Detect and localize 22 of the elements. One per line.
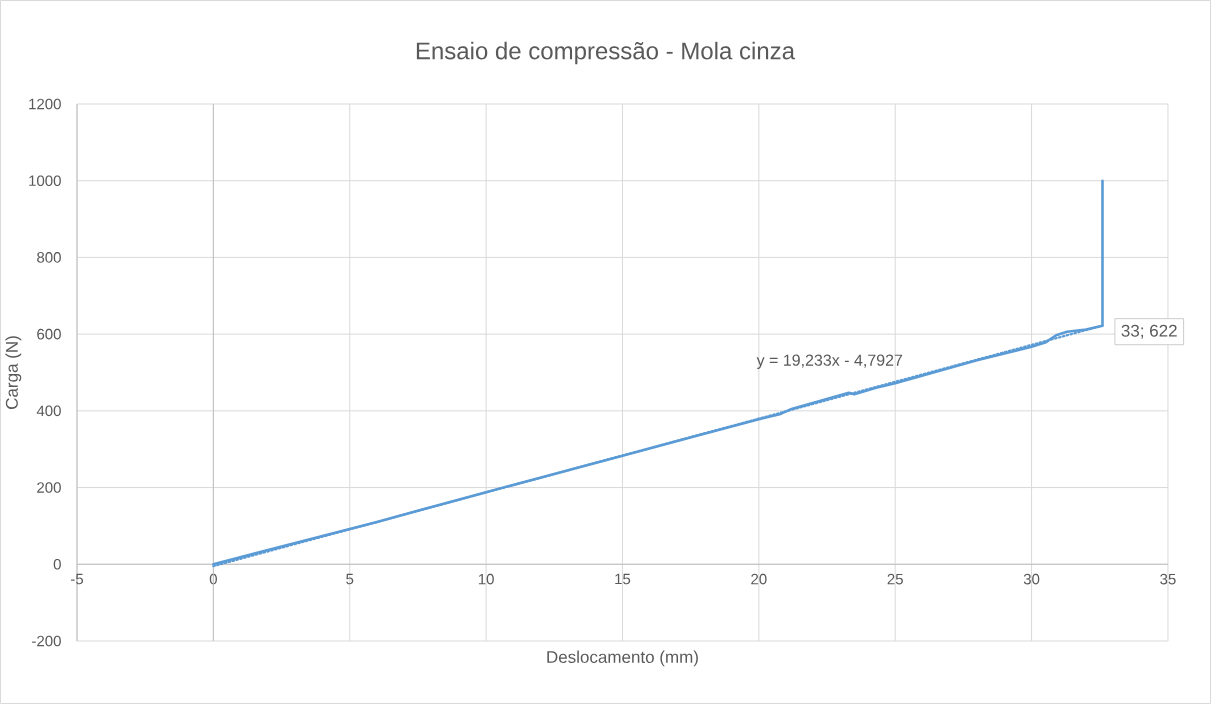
y-tick-label: 800: [37, 252, 61, 263]
x-tick-label: -5: [71, 573, 84, 585]
annotation: y = 19,233x - 4,7927: [756, 354, 903, 369]
x-tick-label: 25: [887, 573, 903, 585]
x-axis-title: Deslocamento (mm): [547, 650, 698, 667]
x-tick-label: 30: [1023, 573, 1040, 585]
chart-title: Ensaio de compressão - Mola cinza: [416, 41, 796, 65]
y-tick-label: 400: [36, 405, 61, 417]
y-tick-label: 200: [37, 482, 61, 493]
x-tick-label: 20: [751, 573, 767, 585]
y-tick-label: 1200: [29, 98, 61, 110]
x-tick-label: 35: [1160, 573, 1176, 585]
y-axis-title: Carga (N): [5, 336, 22, 409]
x-tick-label: 10: [478, 573, 494, 585]
x-tick-label: 0: [209, 573, 217, 585]
x-tick-label: 15: [615, 573, 631, 585]
y-tick-label: 0: [53, 558, 61, 570]
y-tick-label: 600: [37, 328, 61, 340]
annotation: 33; 622: [1121, 324, 1177, 339]
y-tick-label: 1000: [29, 175, 61, 187]
y-tick-label: -200: [32, 635, 61, 647]
x-tick-label: 5: [346, 573, 354, 585]
